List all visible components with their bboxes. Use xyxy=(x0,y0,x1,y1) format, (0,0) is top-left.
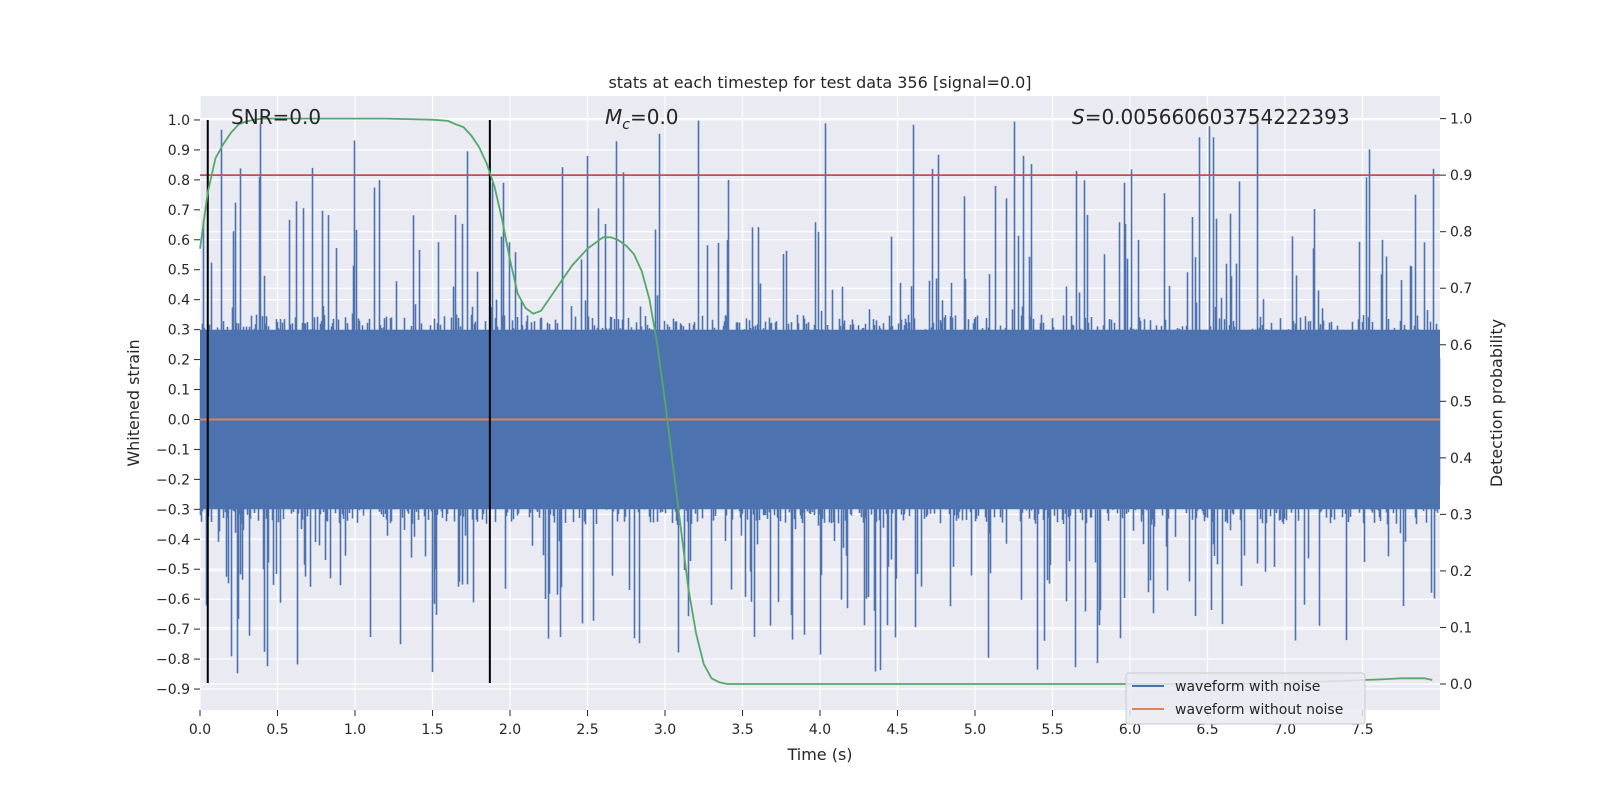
s-annotation: S=0.005660603754222393 xyxy=(1072,105,1350,129)
y2-tick-label: 0.6 xyxy=(1450,338,1472,354)
y-tick-label: 0.5 xyxy=(168,263,190,279)
x-tick-label: 3.0 xyxy=(654,722,676,738)
y2-tick-label: 0.8 xyxy=(1450,225,1472,241)
y2-tick-label: 1.0 xyxy=(1450,112,1472,128)
y-tick-label: −0.2 xyxy=(156,472,190,488)
y-tick-label: 0.7 xyxy=(168,203,190,219)
y2-tick-label: 0.3 xyxy=(1450,507,1472,523)
y-tick-label: 0.9 xyxy=(168,143,190,159)
mc-symbol: M xyxy=(605,105,622,129)
x-tick-label: 4.5 xyxy=(886,722,908,738)
legend-box xyxy=(1125,672,1366,725)
x-tick-label: 6.0 xyxy=(1119,722,1141,738)
y-tick-label: −0.9 xyxy=(156,682,190,698)
y2-tick-label: 0.4 xyxy=(1450,451,1472,467)
y2-tick-label: 0.7 xyxy=(1450,281,1472,297)
y-tick-label: −0.7 xyxy=(156,622,190,638)
x-tick-label: 5.0 xyxy=(964,722,986,738)
y2-tick-label: 0.2 xyxy=(1450,564,1472,580)
x-tick-label: 5.5 xyxy=(1041,722,1063,738)
y-tick-label: −0.8 xyxy=(156,652,190,668)
y2-tick-label: 0.5 xyxy=(1450,394,1472,410)
s-value: =0.005660603754222393 xyxy=(1085,105,1350,129)
x-tick-label: 1.5 xyxy=(421,722,443,738)
y-tick-label: 0.8 xyxy=(168,173,190,189)
x-axis: 0.0 0.5 1.0 1.5 2.0 2.5 3.0 3.5 4.0 4.5 5.0 5.5 6.0 6… xyxy=(189,710,1374,738)
y2-tick-label: 0.9 xyxy=(1450,168,1472,184)
x-tick-label: 0.0 xyxy=(189,722,211,738)
marker-lines xyxy=(206,119,491,684)
y-tick-label: −0.5 xyxy=(156,562,190,578)
y-tick-label: 0.0 xyxy=(168,412,190,428)
mc-value: =0.0 xyxy=(630,105,679,129)
y2-tick-label: 0.0 xyxy=(1450,677,1472,693)
y2-axis-label: Detection probability xyxy=(1487,319,1506,487)
x-axis-label: Time (s) xyxy=(786,745,852,764)
x-tick-label: 1.0 xyxy=(344,722,366,738)
s-symbol: S xyxy=(1072,105,1085,129)
legend-label-clean: waveform without noise xyxy=(1175,702,1343,718)
y-tick-label: −0.3 xyxy=(156,502,190,518)
y-tick-label: 0.2 xyxy=(168,353,190,369)
mc-subscript: c xyxy=(622,117,630,133)
y-tick-label: 0.3 xyxy=(168,323,190,339)
x-tick-label: 7.0 xyxy=(1274,722,1296,738)
y-tick-label: 0.4 xyxy=(168,293,190,309)
y-tick-label: 1.0 xyxy=(168,113,190,129)
y-tick-label: −0.1 xyxy=(156,442,190,458)
legend: waveform with noise waveform without noi… xyxy=(1125,672,1366,725)
x-tick-label: 6.5 xyxy=(1196,722,1218,738)
y-tick-label: −0.6 xyxy=(156,592,190,608)
x-tick-label: 0.5 xyxy=(266,722,288,738)
y-axis-right: 1.0 0.9 0.8 0.7 0.6 0.5 0.4 0.3 0.2 0.1 0.0 xyxy=(1440,112,1472,693)
x-tick-label: 2.5 xyxy=(576,722,598,738)
y2-tick-label: 0.1 xyxy=(1450,620,1472,636)
chart-title: stats at each timestep for test data 356… xyxy=(608,73,1031,92)
y-tick-label: 0.1 xyxy=(168,383,190,399)
y-tick-label: −0.4 xyxy=(156,532,190,548)
x-tick-label: 2.0 xyxy=(499,722,521,738)
legend-label-noise: waveform with noise xyxy=(1175,679,1320,695)
snr-annotation: SNR=0.0 xyxy=(231,105,321,129)
y-tick-label: 0.6 xyxy=(168,233,190,249)
x-tick-label: 7.5 xyxy=(1351,722,1373,738)
mc-annotation: Mc=0.0 xyxy=(605,105,679,133)
series-detection-probability xyxy=(199,117,1433,685)
y-axis-left: 1.0 0.9 0.8 0.7 0.6 0.5 0.4 0.3 0.2 0.1 0.0 −0.1 −0.… xyxy=(156,113,200,698)
y-axis-label: Whitened strain xyxy=(124,339,143,466)
x-tick-label: 3.5 xyxy=(731,722,753,738)
x-tick-label: 4.0 xyxy=(809,722,831,738)
